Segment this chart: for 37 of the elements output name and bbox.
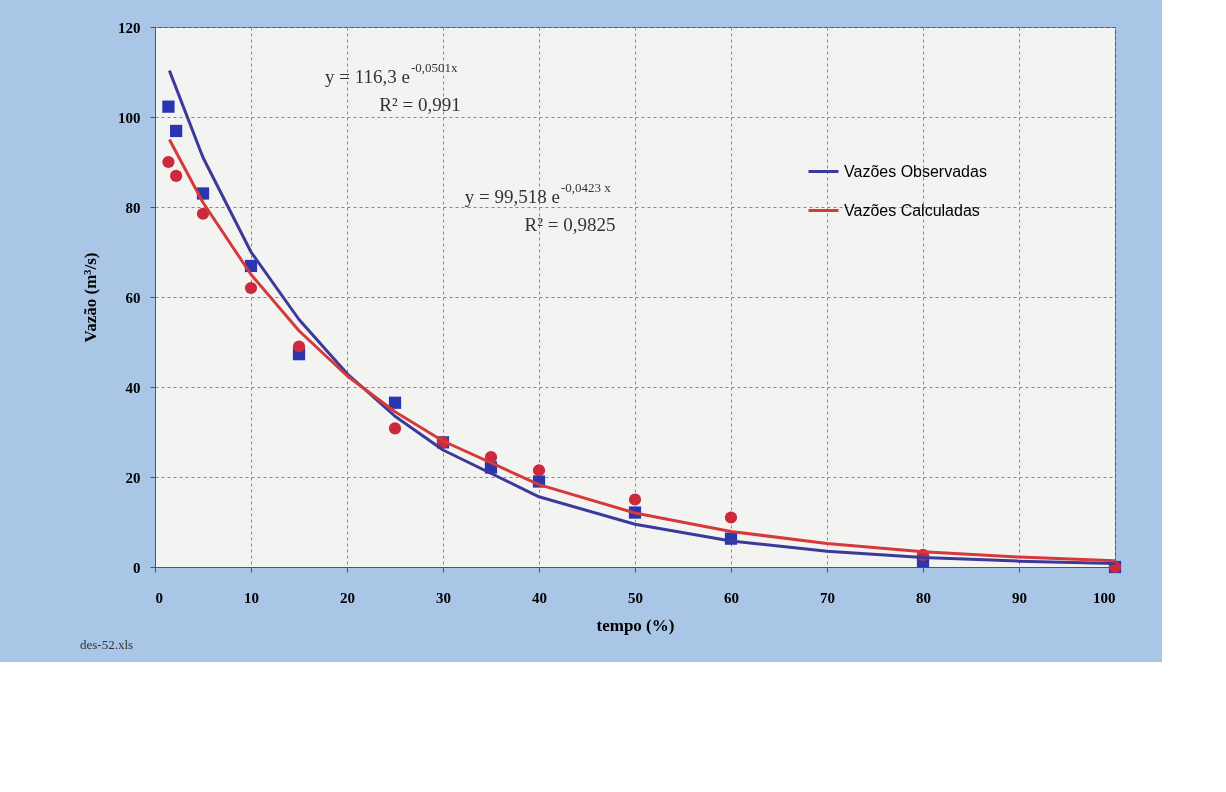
x-tick-label: 30 [436, 589, 451, 606]
point [170, 169, 183, 183]
point [388, 422, 402, 435]
point [196, 207, 210, 220]
y-tick-label: 0 [133, 559, 141, 576]
annotation: R² = 0,991 [379, 94, 461, 115]
y-tick-label: 20 [125, 469, 141, 486]
text: des-52.xls [80, 637, 134, 652]
y-axis-title: Vazão (m³/s) [81, 252, 100, 343]
x-tick-label: 70 [820, 589, 835, 606]
y-tick-label: 100 [118, 109, 141, 126]
x-tick-label: 10 [244, 589, 259, 606]
point [244, 281, 258, 295]
x-tick-label: 90 [1012, 589, 1027, 606]
y-tick-label: 40 [125, 379, 141, 396]
x-tick-label: 60 [724, 589, 739, 606]
point [628, 493, 642, 506]
point [532, 464, 546, 477]
x-tick-label: 0 [155, 589, 163, 606]
legend-label: Vazões Calculadas [844, 201, 980, 219]
point [388, 396, 402, 409]
y-tick-label: 120 [118, 19, 141, 36]
point [292, 340, 306, 353]
point [170, 124, 183, 138]
x-tick-label: 80 [916, 589, 931, 606]
point [162, 100, 175, 113]
annotation: R² = 0,9825 [524, 214, 616, 235]
x-tick-label: 50 [628, 589, 643, 606]
x-tick-label: 40 [532, 589, 547, 606]
y-tick-label: 60 [125, 289, 141, 306]
legend-label: Vazões Observadas [844, 162, 987, 180]
x-tick-label: 20 [340, 589, 355, 606]
x-axis-title: tempo (%) [596, 615, 675, 635]
point [162, 155, 175, 169]
y-tick-label: 80 [125, 199, 141, 216]
x-tick-label: 100 [1093, 589, 1116, 606]
point [724, 511, 738, 524]
